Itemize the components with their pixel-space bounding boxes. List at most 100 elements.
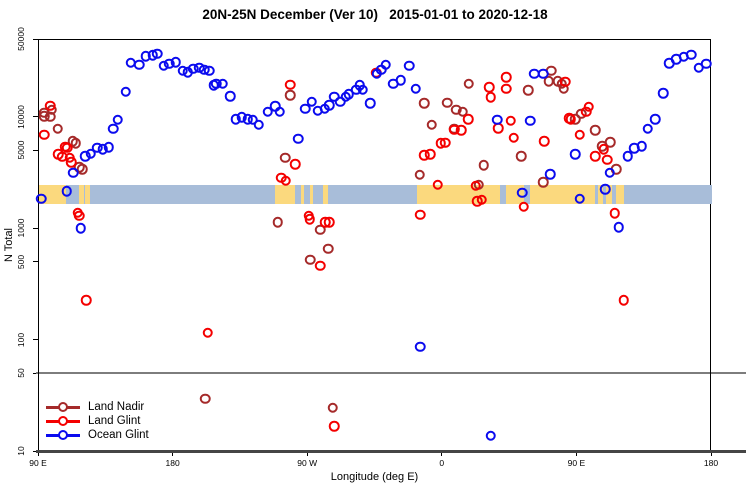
data-point-land-glint [439, 137, 451, 148]
y-axis-tick-label: 5000 [16, 140, 26, 160]
x-axis-tick [306, 451, 308, 456]
data-point-land-nadir [285, 89, 296, 101]
y-axis-tick-label: 500 [16, 254, 26, 269]
data-point-ocean-glint [170, 56, 182, 68]
legend-label: Ocean Glint [88, 429, 149, 441]
x-axis-tick [710, 451, 712, 456]
y-axis-tick-label: 50 [16, 368, 26, 378]
data-point-land-glint [74, 210, 85, 222]
data-point-land-glint [485, 92, 496, 103]
data-point-ocean-glint [120, 86, 131, 98]
data-point-ocean-glint [225, 90, 236, 102]
land-segment [605, 184, 612, 204]
data-point-land-nadir [305, 254, 316, 265]
y-axis-tick-label: 1000 [16, 218, 26, 238]
data-point-land-glint [518, 201, 529, 213]
x-axis-tick-label: 90 E [29, 458, 47, 468]
data-point-land-glint [476, 194, 487, 205]
data-point-land-glint [303, 210, 315, 222]
data-point-ocean-glint [613, 222, 624, 233]
data-point-ocean-glint [75, 223, 87, 234]
y-axis-tick [33, 149, 38, 151]
data-point-ocean-glint [357, 84, 369, 95]
legend-marker [46, 416, 80, 427]
data-point-ocean-glint [92, 142, 103, 153]
data-point-land-nadir [478, 159, 490, 171]
data-point-ocean-glint [133, 59, 145, 70]
data-point-land-glint [602, 154, 613, 166]
y-axis-tick [33, 38, 38, 40]
data-point-ocean-glint [380, 59, 392, 70]
land-segment [275, 184, 295, 204]
data-point-ocean-glint [685, 49, 697, 61]
data-point-land-nadir [52, 123, 63, 135]
data-point-land-nadir [38, 111, 50, 122]
data-point-land-glint [323, 217, 335, 228]
data-point-land-glint [560, 76, 571, 88]
y-axis-tick-label: 10 [16, 446, 26, 456]
data-point-land-nadir [323, 243, 334, 254]
x-axis-tick [441, 451, 443, 456]
data-point-ocean-glint [35, 193, 47, 204]
data-point-ocean-glint [574, 193, 585, 204]
legend-row: Land Glint [46, 414, 149, 428]
y-axis-tick-label: 10000 [16, 105, 26, 129]
x-axis-tick [575, 451, 577, 456]
land-segment [598, 184, 603, 204]
data-point-land-nadir [463, 78, 475, 90]
data-point-ocean-glint [642, 123, 653, 135]
data-point-ocean-glint [658, 87, 669, 99]
data-point-land-glint [598, 144, 609, 155]
y-axis-tick [33, 372, 38, 374]
plot-area [35, 39, 712, 451]
data-point-land-glint [290, 159, 301, 170]
data-point-land-glint [280, 175, 292, 187]
data-point-land-glint [565, 113, 576, 125]
data-point-ocean-glint [537, 68, 549, 79]
data-point-land-glint [505, 115, 517, 127]
data-point-ocean-glint [403, 60, 415, 71]
data-point-land-glint [539, 135, 550, 147]
data-point-land-glint [432, 179, 443, 191]
data-point-ocean-glint [293, 133, 304, 144]
y-axis-tick [33, 339, 38, 341]
data-point-ocean-glint [395, 75, 407, 86]
y-axis-tick [33, 261, 38, 263]
data-point-ocean-glint [61, 185, 72, 197]
data-point-ocean-glint [107, 123, 119, 135]
x-axis-tick [37, 451, 39, 456]
x-axis-baseline [36, 450, 746, 453]
data-point-ocean-glint [274, 106, 286, 117]
data-point-ocean-glint [365, 98, 376, 109]
legend-label: Land Glint [88, 415, 141, 427]
data-point-ocean-glint [604, 167, 615, 178]
chart-title: 20N-25N December (Ver 10) 2015-01-01 to … [202, 7, 548, 22]
data-point-land-glint [314, 260, 326, 271]
land-segment [529, 184, 596, 204]
data-point-land-glint [501, 71, 512, 83]
data-point-ocean-glint [569, 149, 581, 160]
x-axis-tick-label: 90 W [297, 458, 318, 468]
data-point-land-nadir [537, 177, 549, 188]
data-point-land-glint [462, 113, 474, 125]
data-point-ocean-glint [323, 99, 335, 111]
data-point-land-nadir [199, 393, 211, 405]
data-point-land-glint [202, 327, 214, 338]
land-segment [78, 184, 84, 204]
x-axis-tick-label: 180 [165, 458, 180, 468]
data-point-ocean-glint [599, 183, 611, 195]
data-point-ocean-glint [622, 150, 633, 162]
data-point-land-nadir [77, 163, 88, 175]
legend-circle-icon [58, 430, 68, 440]
data-point-land-glint [62, 142, 73, 153]
legend-circle-icon [58, 416, 68, 426]
world-map-band [39, 184, 712, 204]
y-axis-tick-label: 100 [16, 332, 26, 347]
data-point-ocean-glint [485, 430, 496, 441]
data-point-land-glint [501, 83, 512, 94]
data-point-land-nadir [418, 98, 430, 109]
data-point-ocean-glint [545, 168, 556, 180]
data-point-ocean-glint [700, 58, 712, 70]
data-point-ocean-glint [80, 150, 91, 162]
